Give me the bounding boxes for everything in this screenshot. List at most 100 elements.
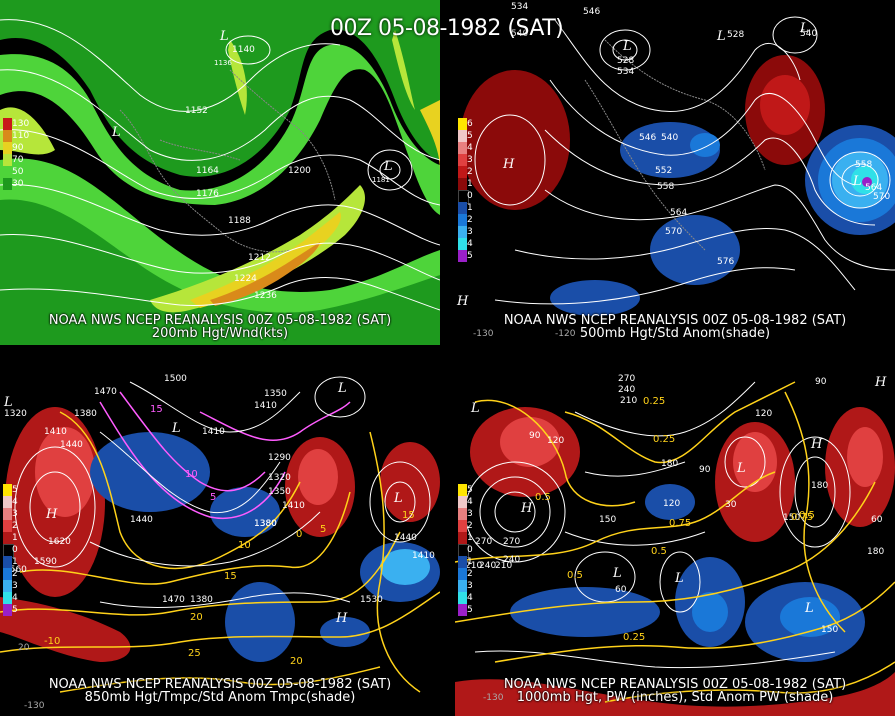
contour-label: 270: [503, 537, 520, 547]
low-center: L: [804, 601, 814, 616]
legend-label: 2: [467, 167, 473, 177]
map-200mb: 1140 1152 1164 1176 1188 1200 1212 1224 …: [0, 0, 440, 345]
contour-label: 1560: [4, 565, 27, 575]
contour-label: 1620: [48, 537, 71, 547]
contour-label: 1530: [360, 595, 383, 605]
contour-label: 150: [783, 513, 800, 523]
legend-label: 4: [12, 593, 18, 603]
legend-label: 5: [12, 485, 18, 495]
legend-swatch: [3, 532, 12, 544]
legend-swatch: [458, 580, 467, 592]
legend-swatch: [458, 130, 467, 142]
legend-label: 3: [467, 227, 473, 237]
low-center: L: [383, 159, 393, 174]
pw-label: 0.75: [669, 518, 691, 529]
legend-label: 1: [467, 179, 473, 189]
legend-swatch: [3, 178, 12, 190]
temp-label: 20: [290, 656, 303, 667]
temp-label: 10: [238, 540, 251, 551]
pw-label: 0.5: [651, 546, 667, 557]
contour-label: 1410: [412, 551, 435, 561]
low-center: L: [111, 125, 121, 140]
legend-swatch: [3, 484, 12, 496]
contour-label: 1410: [282, 501, 305, 511]
contour-label: 1140: [232, 45, 255, 55]
legend-swatch: [458, 202, 467, 214]
legend-swatch: [3, 592, 12, 604]
contour-label: 150: [599, 515, 616, 525]
page-title: 00Z 05-08-1982 (SAT): [330, 16, 564, 41]
contour-label: 1152: [185, 106, 208, 116]
low-center: L: [674, 571, 684, 586]
pw-label: 0.25: [653, 434, 675, 445]
contour-label: 546: [583, 7, 600, 17]
legend-label: 70: [12, 155, 24, 165]
legend-label: 3: [467, 155, 473, 165]
temp-label: 5: [320, 524, 326, 535]
legend-swatch: [458, 166, 467, 178]
legend-swatch: [3, 130, 12, 142]
contour-label: 180: [661, 459, 678, 469]
contour-label: 30: [725, 500, 737, 510]
caption-line-2: 850mb Hgt/Tmpc/Std Anom Tmpc(shade): [84, 690, 356, 705]
contour-label: 552: [655, 166, 672, 176]
contour-label: 1224: [234, 274, 257, 284]
legend-swatch: [458, 568, 467, 580]
contour-label: 240: [479, 561, 496, 571]
legend-swatch: [458, 238, 467, 250]
legend-swatch: [458, 604, 467, 616]
legend-swatch: [458, 178, 467, 190]
axis-label: -130: [473, 329, 494, 339]
high-center: H: [45, 507, 58, 522]
legend-swatch: [3, 496, 12, 508]
contour-label: 1176: [196, 189, 219, 199]
legend-label: 4: [467, 239, 473, 249]
contour-label: 1380: [254, 519, 277, 529]
temp-label: 15: [150, 404, 163, 415]
legend-label: 0: [12, 545, 18, 555]
panel-200mb: 1140 1152 1164 1176 1188 1200 1212 1224 …: [0, 0, 440, 345]
legend-label: 1: [467, 557, 473, 567]
legend-label: 30: [12, 179, 24, 189]
caption-line-1: NOAA NWS NCEP REANALYSIS 00Z 05-08-1982 …: [503, 313, 847, 328]
low-center: L: [622, 39, 632, 54]
contour-label: 528: [727, 30, 744, 40]
contour-label: 1380: [74, 409, 97, 419]
low-center: L: [736, 461, 746, 476]
low-center: L: [337, 381, 347, 396]
legend-swatch: [458, 556, 467, 568]
caption-line-2: 200mb Hgt/Wnd(kts): [151, 326, 289, 341]
contour-label: 180: [867, 547, 884, 557]
legend-label: 5: [467, 251, 473, 261]
contour-label: 1470: [94, 387, 117, 397]
contour-label: 540: [511, 29, 528, 39]
legend-label: 4: [467, 143, 473, 153]
contour-label: 1350: [264, 389, 287, 399]
legend-label: 5: [12, 605, 18, 615]
contour-label: 240: [618, 385, 635, 395]
panel-1000mb: 270 240 210 90 120 150 180 270 240 210 6…: [455, 372, 895, 716]
contour-label: 210: [620, 396, 637, 406]
contour-label: 270: [618, 374, 635, 384]
center-value: 1181: [372, 176, 390, 184]
contour-label: 90: [529, 431, 541, 441]
contour-label: 1590: [34, 557, 57, 567]
legend-label: 50: [12, 167, 24, 177]
low-center: L: [393, 491, 403, 506]
contour-label: 210: [495, 561, 512, 571]
legend-swatch: [3, 154, 12, 166]
caption-line-1: NOAA NWS NCEP REANALYSIS 00Z 05-08-1982 …: [48, 313, 392, 328]
legend-swatch: [458, 118, 467, 130]
legend-swatch: [458, 508, 467, 520]
contour-label: 570: [665, 227, 682, 237]
legend-label: 130: [12, 119, 30, 129]
legend-label: 110: [12, 131, 30, 141]
axis-label: -120: [555, 329, 576, 339]
contour-label: 180: [811, 481, 828, 491]
temp-label: 25: [188, 648, 201, 659]
panel-850mb: 1500 1470 1410 1320 1380 1410 1440 1620 …: [0, 372, 440, 716]
contour-label: 558: [855, 160, 872, 170]
map-500mb: 534 546 528 540 534 528 540 546 540 552 …: [455, 0, 895, 345]
legend-label: 3: [467, 581, 473, 591]
caption-line-1: NOAA NWS NCEP REANALYSIS 00Z 05-08-1982 …: [503, 677, 847, 692]
